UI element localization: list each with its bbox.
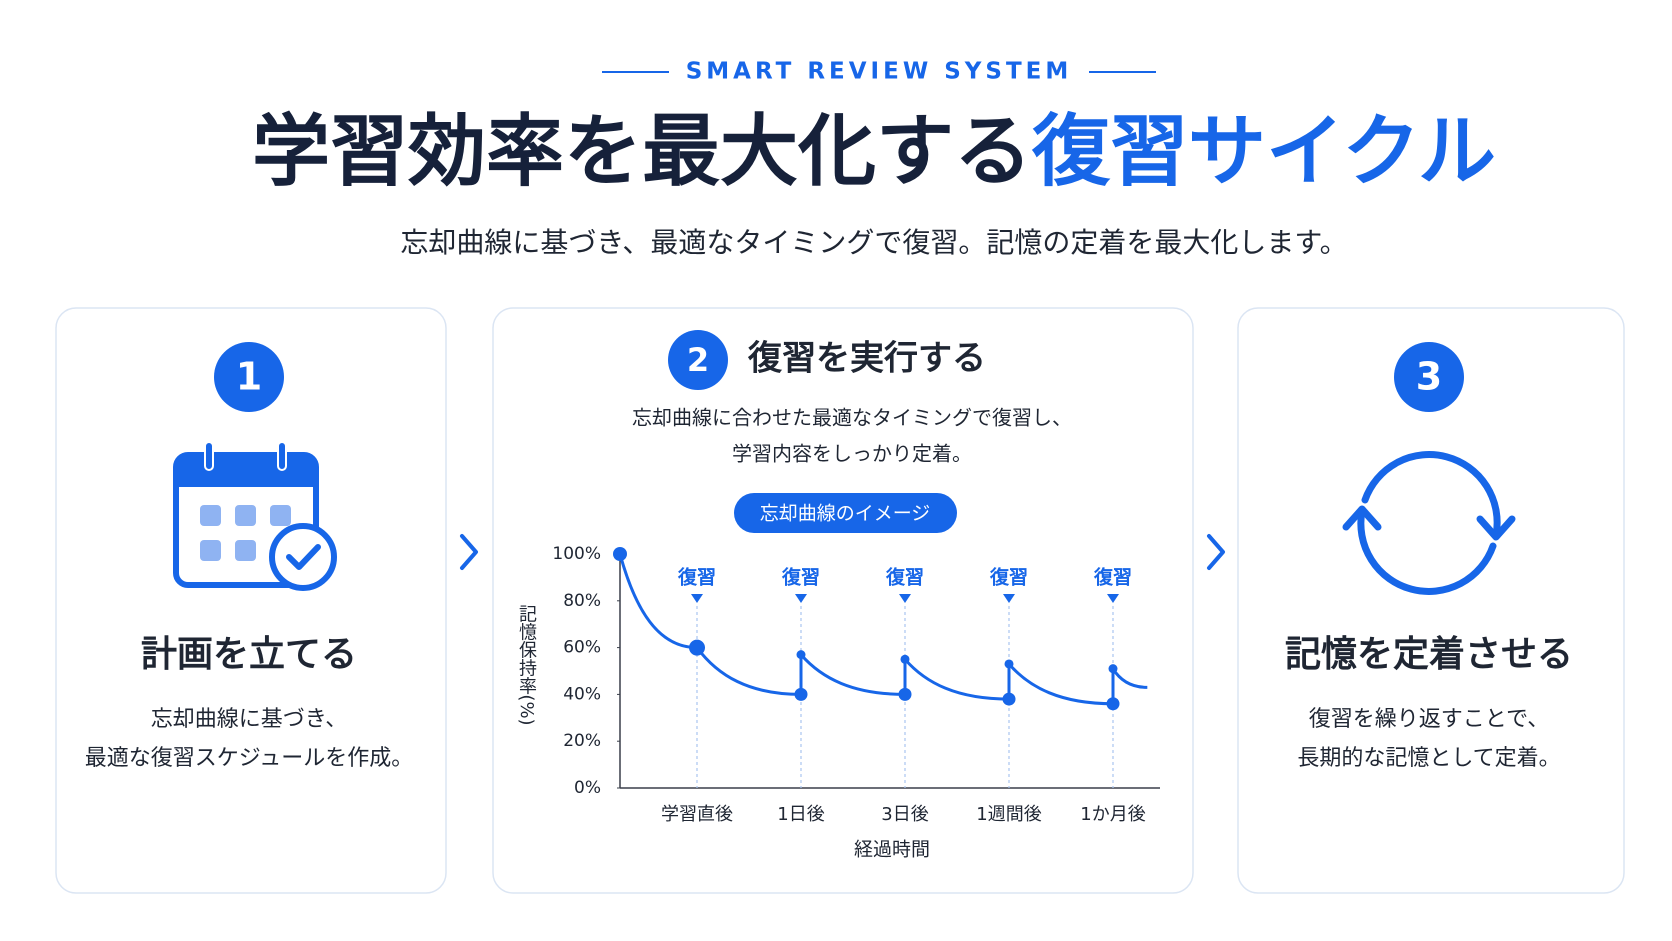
review-point [1108, 664, 1118, 674]
title: 学習効率を最大化する復習サイクル [252, 107, 1496, 197]
y-tick-label: 40% [563, 684, 601, 704]
review-marker [899, 594, 911, 603]
retention-point [1106, 697, 1120, 711]
retention-point [1002, 692, 1016, 706]
step-title: 記憶を定着させる [1285, 634, 1573, 675]
y-tick-label: 20% [563, 731, 601, 751]
step-text: 忘却曲線に合わせた最適なタイミングで復習し、 [632, 406, 1072, 430]
badge-text: 忘却曲線のイメージ [760, 503, 931, 525]
forgetting-curve-chart: 0% 20% 40% 60% 80% 100% 記憶保持率(%) 経過時間 学習直後 復習 1日後 復… [516, 544, 1160, 861]
review-marker [1107, 594, 1119, 603]
step-title: 計画を立てる [141, 634, 357, 675]
step-badge [214, 342, 284, 412]
x-tick-label: 1日後 [777, 804, 824, 825]
y-axis-title: 記憶保持率(%) [516, 604, 537, 725]
review-marker [1003, 594, 1015, 603]
subtitle: 忘却曲線に基づき、最適なタイミングで復習。記憶の定着を最大化します。 [400, 226, 1347, 259]
card [492, 307, 1194, 894]
step-text: 学習内容をしっかり定着。 [732, 442, 972, 466]
review-marker [795, 594, 807, 603]
review-label: 復習 [989, 566, 1028, 589]
curve-segment [1007, 662, 1114, 706]
calendar-icon [173, 441, 337, 591]
step-arrow [460, 534, 478, 570]
step-text: 忘却曲線に基づき、 [151, 707, 347, 732]
y-tick-label: 0% [574, 778, 601, 798]
review-label: 復習 [677, 566, 716, 589]
review-marker [691, 594, 703, 603]
title-main: 学習効率を最大化する [252, 107, 1032, 197]
y-tick-label: 100% [552, 544, 601, 564]
eyebrow: SMART REVIEW SYSTEM [686, 59, 1073, 85]
step-arrow [1207, 534, 1225, 570]
review-point [1004, 659, 1014, 669]
retention-point [794, 687, 808, 701]
x-tick-label: 学習直後 [661, 804, 733, 825]
curve-segment [799, 653, 906, 696]
title-highlight: 復習サイクル [1031, 107, 1496, 197]
badge [734, 493, 957, 533]
step-number: 2 [687, 341, 709, 379]
review-label: 復習 [781, 566, 820, 589]
retention-point [898, 687, 912, 701]
card [55, 307, 447, 894]
review-label: 復習 [885, 566, 924, 589]
step-badge [1394, 342, 1464, 412]
y-tick-label: 80% [563, 591, 601, 611]
step-text: 復習を繰り返すことで、 [1309, 707, 1549, 732]
review-point [900, 654, 910, 664]
card [1237, 307, 1625, 894]
x-tick-label: 1週間後 [976, 804, 1041, 825]
y-tick-label: 60% [563, 638, 601, 658]
x-axis-title: 経過時間 [854, 839, 930, 861]
step-title: 復習を実行する [747, 339, 986, 379]
x-tick-label: 1か月後 [1080, 804, 1145, 825]
cycle-icon [1342, 451, 1516, 595]
step-number: 1 [236, 355, 262, 399]
review-label: 復習 [1093, 566, 1132, 589]
curve-segment [903, 658, 1010, 701]
review-point [796, 650, 806, 660]
curve-segment [618, 553, 698, 650]
start-point [613, 547, 627, 561]
step-text: 最適な復習スケジュールを作成。 [85, 746, 413, 771]
step-text: 長期的な記憶として定着。 [1297, 746, 1560, 771]
x-tick-label: 3日後 [881, 804, 928, 825]
curve-segment [695, 646, 802, 696]
step-number: 3 [1416, 355, 1442, 399]
retention-point [689, 639, 705, 656]
step-badge [668, 330, 728, 390]
